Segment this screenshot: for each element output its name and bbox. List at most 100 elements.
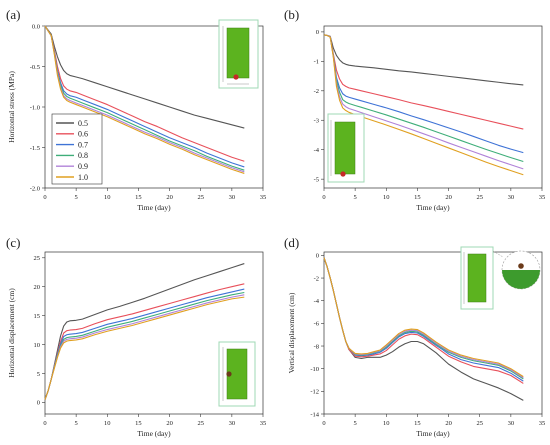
y-tick-label: -1: [314, 59, 319, 66]
x-tick-label: 25: [476, 194, 483, 201]
legend-box: [51, 113, 103, 185]
y-tick-label: 0: [37, 400, 40, 407]
panel-c-series: [44, 263, 245, 400]
x-tick-label: 15: [414, 194, 421, 201]
column-shape: [334, 121, 356, 175]
y-tick-label: 0: [316, 29, 319, 36]
monitoring-point-marker: [340, 171, 346, 177]
panel-c-plot-frame: [44, 251, 264, 415]
panel-c-letter: (c): [6, 235, 20, 250]
x-tick-label: 20: [445, 194, 452, 201]
x-tick-label: 10: [104, 194, 111, 201]
y-tick-label: -4: [314, 147, 320, 154]
monitoring-point-marker: [233, 74, 239, 80]
legend-label: 0.7: [78, 140, 88, 149]
panel-d-inset-detail: [501, 250, 541, 290]
panel-c-x-axis-label: Time (day): [137, 429, 171, 438]
legend-label: 0.9: [78, 162, 88, 171]
x-tick-label: 35: [260, 420, 267, 427]
y-tick-label: -3: [314, 118, 319, 125]
x-tick-label: 15: [135, 194, 142, 201]
panel-a-x-axis-label: Time (day): [137, 203, 171, 212]
panel-b: (b) 0 5 10 15 20 25 30 35 0 -1 -2 -3 -4 -5 Time (day): [284, 7, 545, 212]
panel-d-ticks: 0 5 10 15 20 25 30 35 0 -2 -4 -6 -8 -10 -12 -14: [310, 253, 545, 427]
panel-b-letter: (b): [284, 7, 299, 22]
panel-b-series: [323, 34, 524, 176]
y-tick-label: 15: [34, 313, 41, 320]
y-tick-label: -4: [314, 298, 320, 305]
y-tick-label: 20: [34, 284, 41, 291]
panel-c-inset-schematic: [218, 341, 256, 407]
panel-d-series: [323, 257, 524, 401]
x-tick-label: 5: [75, 420, 78, 427]
x-tick-label: 10: [383, 420, 390, 427]
legend-label: 0.8: [78, 151, 88, 160]
series-line-1-0: [323, 34, 524, 176]
y-tick-label: -12: [310, 389, 319, 396]
panel-d-inset-schematic: [460, 246, 504, 310]
y-tick-label: 25: [34, 255, 41, 262]
y-tick-label: -0.5: [30, 64, 40, 71]
panel-c-y-axis-label: Horizontal displacement (cm): [7, 288, 16, 378]
series-line-0-5: [323, 34, 524, 86]
y-tick-label: -14: [310, 411, 319, 418]
x-tick-label: 35: [260, 194, 267, 201]
y-tick-label: -1.5: [30, 145, 40, 152]
panel-d-y-axis-label: Vertical displacement (cm): [287, 292, 296, 373]
x-tick-label: 0: [322, 194, 325, 201]
y-tick-label: -5: [314, 176, 319, 183]
x-tick-label: 30: [229, 420, 236, 427]
legend-label: 0.5: [78, 119, 88, 128]
x-tick-label: 35: [539, 420, 546, 427]
panel-b-inset-schematic: [327, 113, 365, 183]
y-tick-label: -2: [314, 88, 319, 95]
panel-d-letter: (d): [284, 235, 299, 250]
y-tick-label: -10: [310, 366, 319, 373]
y-tick-label: -1.0: [30, 104, 40, 111]
detail-fill: [502, 270, 540, 289]
series-line-1-0: [44, 296, 245, 400]
x-tick-label: 30: [508, 420, 515, 427]
y-tick-label: -2: [314, 275, 319, 282]
y-tick-label: 10: [34, 342, 41, 349]
series-line-1-0: [323, 257, 524, 378]
x-tick-label: 20: [166, 420, 173, 427]
detail-connector: [492, 250, 504, 258]
y-tick-label: 0.0: [32, 23, 40, 30]
series-line-0-5: [44, 263, 245, 400]
series-line-0-8: [44, 291, 245, 400]
x-tick-label: 20: [445, 420, 452, 427]
monitoring-point-marker: [518, 263, 524, 269]
panel-a-y-axis-label: Horizontal stress (MPa): [7, 71, 16, 143]
x-tick-label: 5: [354, 420, 357, 427]
y-tick-label: -8: [314, 343, 319, 350]
x-tick-label: 0: [43, 194, 46, 201]
x-tick-label: 25: [197, 194, 204, 201]
series-line-0-5: [44, 25, 245, 129]
x-tick-label: 30: [508, 194, 515, 201]
x-tick-label: 5: [75, 194, 78, 201]
x-tick-label: 25: [197, 420, 204, 427]
panel-a-inset-schematic: [218, 19, 259, 89]
legend-label: 0.6: [78, 130, 88, 139]
x-tick-label: 15: [414, 420, 421, 427]
x-tick-label: 35: [539, 194, 546, 201]
x-tick-label: 15: [135, 420, 142, 427]
monitoring-point-marker: [226, 371, 232, 377]
x-tick-label: 20: [166, 194, 173, 201]
y-tick-label: 5: [37, 371, 40, 378]
panel-b-plot-frame: [323, 25, 543, 189]
column-shape: [467, 253, 487, 303]
panel-c-ticks: 0 5 10 15 20 25 30 35 0 5 10 15 20 25: [34, 255, 267, 427]
x-tick-label: 10: [383, 194, 390, 201]
panel-d: (d) 0 5 10 15 20 25 30 35 0 -2 -4 -6 -8 -10 -12 -14 Tim…: [284, 235, 545, 438]
panel-b-x-axis-label: Time (day): [416, 203, 450, 212]
x-tick-label: 5: [354, 194, 357, 201]
legend-label: 1.0: [78, 173, 88, 182]
column-shape: [226, 27, 250, 79]
series-line-0-7: [44, 288, 245, 400]
y-tick-label: 0: [316, 253, 319, 260]
x-tick-label: 30: [229, 194, 236, 201]
panel-d-x-axis-label: Time (day): [416, 429, 450, 438]
